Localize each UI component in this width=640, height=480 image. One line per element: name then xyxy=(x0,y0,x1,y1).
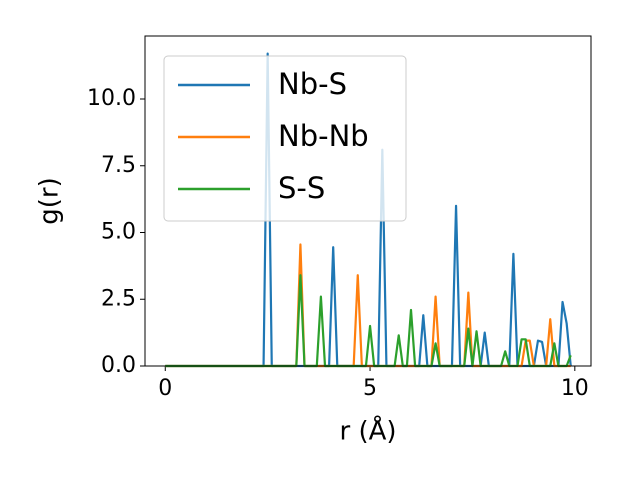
legend-box xyxy=(163,55,407,222)
y-axis-label: g(r) xyxy=(35,177,65,224)
plot-frame xyxy=(144,35,592,367)
x-tick-label: 10 xyxy=(561,376,589,401)
y-tick-label: 7.5 xyxy=(101,153,136,178)
y-tick-label: 2.5 xyxy=(101,286,136,311)
y-tick-label: 10.0 xyxy=(87,86,136,111)
legend-label: S-S xyxy=(278,171,325,205)
y-tick-label: 0.0 xyxy=(101,353,136,378)
y-tick-label: 5.0 xyxy=(101,220,136,245)
x-tick-label: 5 xyxy=(363,376,377,401)
x-axis-label: r (Å) xyxy=(339,415,396,447)
legend-label: Nb-Nb xyxy=(278,119,369,153)
legend-label: Nb-S xyxy=(278,67,347,101)
x-tick-label: 0 xyxy=(158,376,172,401)
